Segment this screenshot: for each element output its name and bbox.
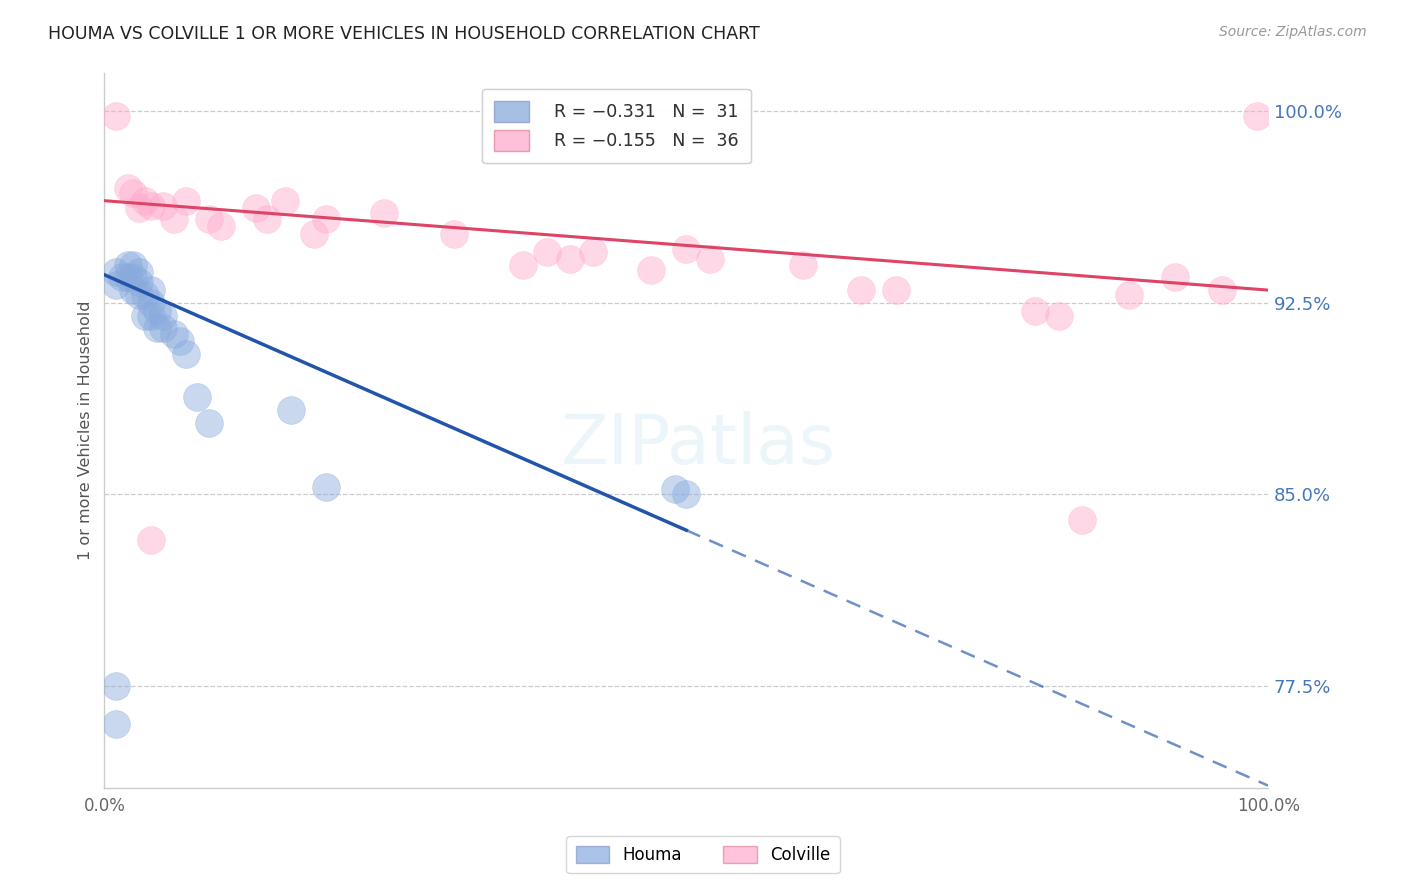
Point — [128, 288, 150, 302]
Point — [122, 186, 145, 200]
Point — [105, 265, 128, 279]
Point — [699, 252, 721, 267]
Legend:   R = −0.331   N =  31,   R = −0.155   N =  36: R = −0.331 N = 31, R = −0.155 N = 36 — [482, 89, 751, 163]
Point — [139, 199, 162, 213]
Text: HOUMA VS COLVILLE 1 OR MORE VEHICLES IN HOUSEHOLD CORRELATION CHART: HOUMA VS COLVILLE 1 OR MORE VEHICLES IN … — [48, 25, 759, 43]
Point — [315, 480, 337, 494]
Point — [152, 321, 174, 335]
Point — [512, 258, 534, 272]
Point — [117, 258, 139, 272]
Point — [122, 258, 145, 272]
Point — [582, 244, 605, 259]
Point — [274, 194, 297, 208]
Point — [675, 242, 697, 256]
Point — [105, 109, 128, 123]
Point — [1024, 303, 1046, 318]
Point — [209, 219, 232, 234]
Text: ZIPatlas: ZIPatlas — [561, 411, 835, 478]
Point — [145, 303, 167, 318]
Point — [373, 206, 395, 220]
Y-axis label: 1 or more Vehicles in Household: 1 or more Vehicles in Household — [79, 301, 93, 560]
Point — [884, 283, 907, 297]
Point — [198, 416, 221, 430]
Point — [849, 283, 872, 297]
Text: Source: ZipAtlas.com: Source: ZipAtlas.com — [1219, 25, 1367, 39]
Point — [536, 244, 558, 259]
Point — [443, 227, 465, 241]
Point — [105, 679, 128, 693]
Point — [792, 258, 814, 272]
Point — [134, 288, 156, 302]
Point — [245, 202, 267, 216]
Point — [280, 403, 302, 417]
Point — [198, 211, 221, 226]
Point — [315, 211, 337, 226]
Point — [558, 252, 581, 267]
Point — [139, 296, 162, 310]
Point — [128, 265, 150, 279]
Point — [664, 483, 686, 497]
Point — [139, 533, 162, 548]
Point — [1071, 513, 1094, 527]
Point — [139, 283, 162, 297]
Point — [163, 211, 186, 226]
Point — [128, 276, 150, 290]
Point — [302, 227, 325, 241]
Point — [117, 181, 139, 195]
Point — [1118, 288, 1140, 302]
Point — [1211, 283, 1233, 297]
Point — [139, 309, 162, 323]
Point — [105, 717, 128, 731]
Point — [675, 487, 697, 501]
Point — [186, 391, 208, 405]
Point — [1246, 109, 1268, 123]
Point — [1164, 270, 1187, 285]
Point — [145, 321, 167, 335]
Point — [122, 270, 145, 285]
Point — [152, 199, 174, 213]
Legend: Houma, Colville: Houma, Colville — [567, 837, 839, 873]
Point — [1047, 309, 1070, 323]
Point — [134, 309, 156, 323]
Point — [105, 278, 128, 293]
Point — [122, 283, 145, 297]
Point — [640, 262, 662, 277]
Point — [152, 309, 174, 323]
Point — [163, 326, 186, 341]
Point — [256, 211, 278, 226]
Point — [128, 202, 150, 216]
Point — [117, 270, 139, 285]
Point — [134, 194, 156, 208]
Point — [169, 334, 191, 349]
Point — [174, 347, 197, 361]
Point — [174, 194, 197, 208]
Point — [111, 270, 134, 285]
